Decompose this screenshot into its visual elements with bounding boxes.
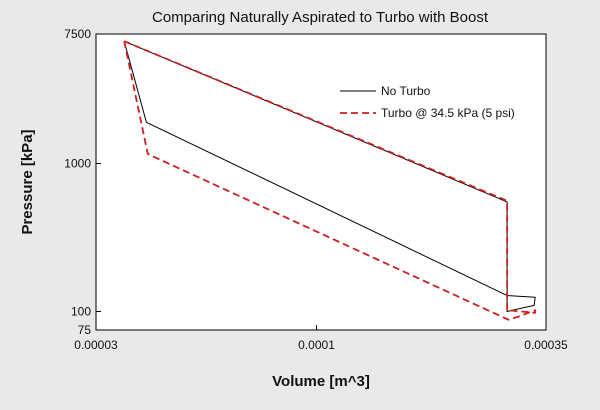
series-line-1	[123, 40, 536, 312]
legend-label-2: Turbo @ 34.5 kPa (5 psi)	[381, 106, 515, 120]
chart-title: Comparing Naturally Aspirated to Turbo w…	[152, 9, 489, 26]
y-tick-label: 7500	[64, 27, 91, 41]
x-axis-label: Volume [m^3]	[272, 373, 370, 390]
legend-label-1: No Turbo	[381, 84, 431, 98]
x-tick-label: 0.0001	[298, 338, 335, 352]
x-tick-label: 0.00035	[524, 338, 568, 352]
x-tick-label: 0.00003	[74, 338, 118, 352]
series-layer	[123, 40, 537, 321]
y-axis-label: Pressure [kPa]	[19, 129, 36, 234]
axis-ticks: 0.00003 0.0001 0.00035 7500 1000 100 75	[64, 27, 568, 352]
series-line-2	[123, 40, 537, 321]
y-tick-label: 75	[78, 323, 92, 337]
y-tick-label: 1000	[64, 157, 91, 171]
plot-area	[95, 33, 547, 331]
y-tick-label: 100	[71, 305, 91, 319]
legend: No Turbo Turbo @ 34.5 kPa (5 psi)	[340, 84, 515, 120]
